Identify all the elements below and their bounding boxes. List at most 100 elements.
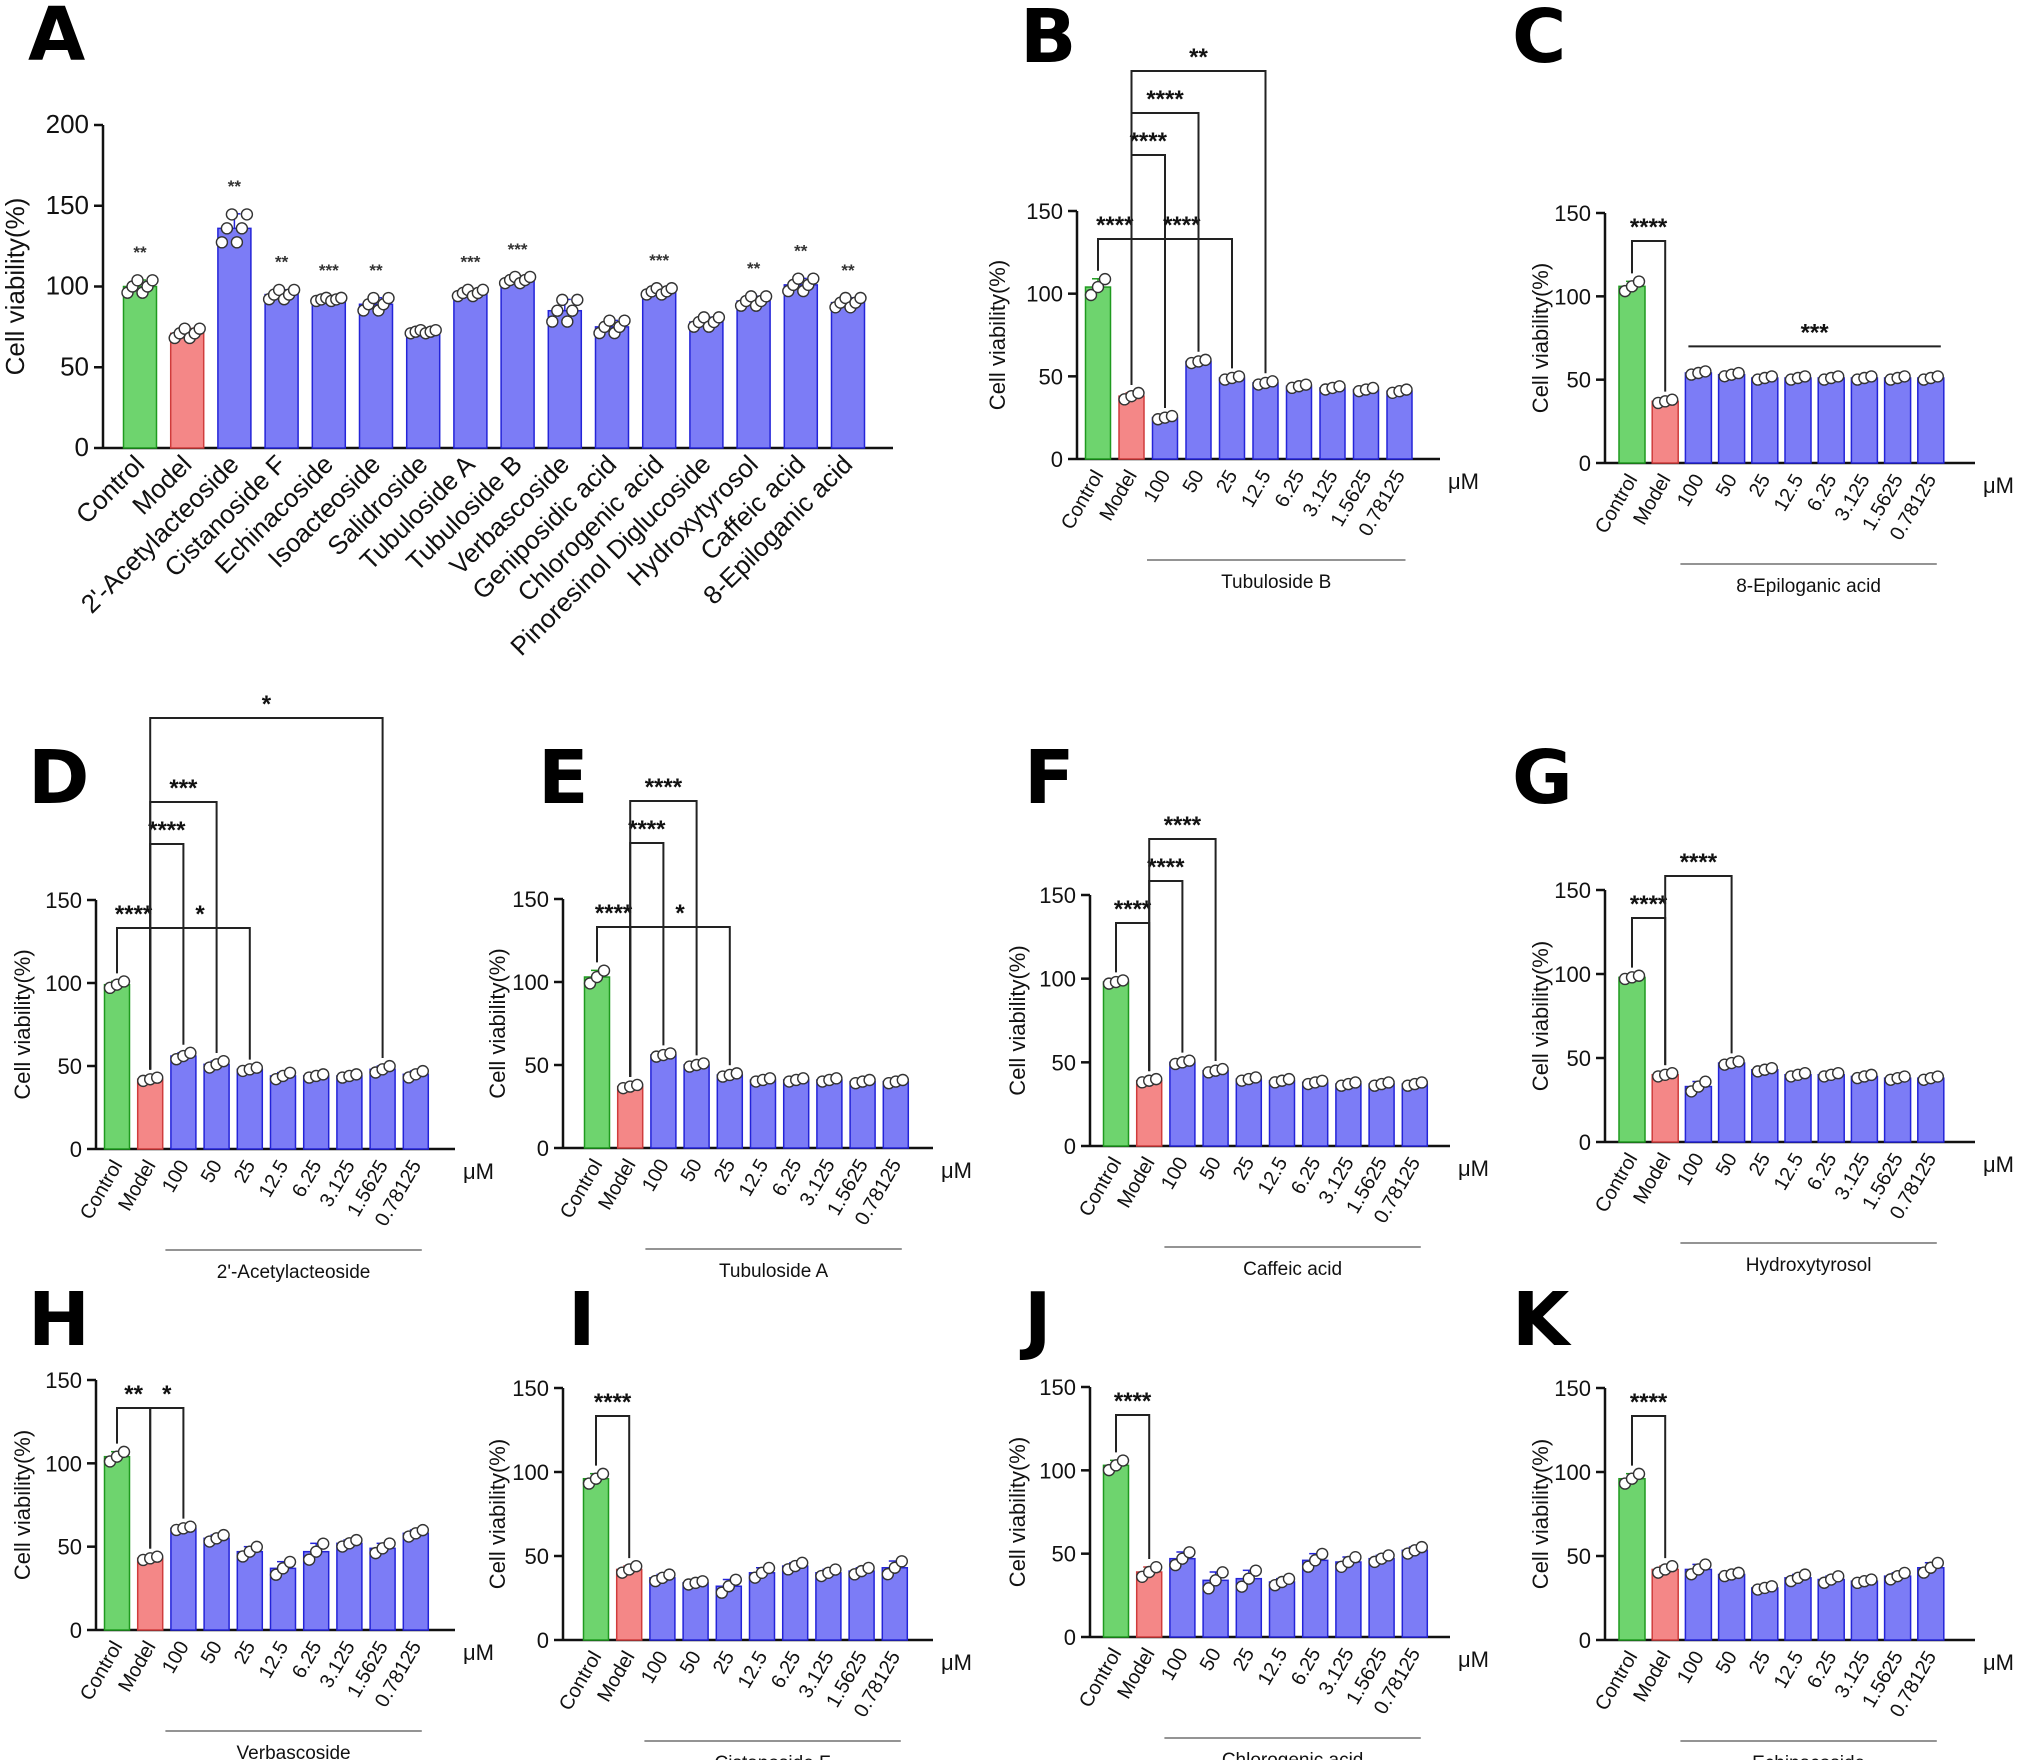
x-tick-label: 100 xyxy=(1157,1645,1193,1685)
y-tick-label: 200 xyxy=(46,109,89,139)
data-point xyxy=(1831,1570,1845,1583)
bar-100 xyxy=(170,1055,197,1150)
x-tick-label: Control xyxy=(556,1156,607,1223)
significance-label: ** xyxy=(124,1381,143,1408)
data-point xyxy=(631,1078,644,1092)
y-tick-label: 150 xyxy=(45,1368,82,1393)
bar-12-5 xyxy=(749,1079,777,1149)
data-point xyxy=(310,1545,323,1558)
bar-50 xyxy=(682,1582,709,1641)
x-tick-label: 100 xyxy=(1673,471,1709,511)
y-tick-label: 100 xyxy=(512,970,549,995)
data-point xyxy=(1242,1572,1256,1585)
comparison-bracket xyxy=(629,926,731,1077)
unit-label: μM xyxy=(463,1159,494,1184)
y-tick-label: 100 xyxy=(1554,962,1591,987)
panel-letter: A xyxy=(28,0,85,78)
data-point xyxy=(131,274,144,287)
data-point xyxy=(1632,1467,1646,1481)
data-point xyxy=(1765,1580,1779,1593)
y-tick-label: 50 xyxy=(1567,1046,1591,1071)
data-point xyxy=(1765,1061,1779,1075)
x-tick-label: 50 xyxy=(676,1648,706,1678)
unit-label: μM xyxy=(941,1650,972,1675)
compound-label: Tubuloside B xyxy=(1221,572,1331,593)
data-point xyxy=(546,315,559,328)
data-point xyxy=(1699,365,1712,378)
bar-control xyxy=(103,1455,131,1631)
bar-1-5625 xyxy=(1368,1083,1395,1147)
bar-25 xyxy=(1235,1078,1263,1147)
x-tick-label: 12.5 xyxy=(1237,467,1276,512)
significance-label: *** xyxy=(169,775,198,802)
y-axis-label: Cell viability(%) xyxy=(1528,263,1553,413)
bar-6-25 xyxy=(1301,1559,1329,1638)
bar-25 xyxy=(236,1068,264,1150)
data-point xyxy=(1235,1580,1249,1593)
significance-label: *** xyxy=(508,240,528,259)
significance-label: **** xyxy=(645,774,683,801)
y-tick-label: 0 xyxy=(1579,451,1591,476)
data-point xyxy=(1798,1066,1812,1080)
bar-pinoresinol-diglucoside xyxy=(689,321,724,449)
data-point xyxy=(630,1560,643,1573)
bar-12-5 xyxy=(1252,382,1279,460)
significance-label: **** xyxy=(1147,854,1185,881)
x-tick-label: 12.5 xyxy=(1770,1648,1809,1693)
bar-1-5625 xyxy=(1368,1557,1395,1638)
bar-0-78125 xyxy=(1386,390,1413,460)
data-point xyxy=(1299,378,1313,391)
x-tick-label: 25 xyxy=(1229,1645,1259,1675)
bar-3-125 xyxy=(1850,1075,1879,1143)
x-tick-label: 12.5 xyxy=(255,1638,294,1683)
compound-label: 2'-Acetylacteoside xyxy=(217,1262,371,1283)
data-point xyxy=(1098,272,1112,286)
x-tick-label: 12.5 xyxy=(735,1156,774,1201)
data-point xyxy=(1349,1076,1362,1089)
y-tick-label: 100 xyxy=(1554,1460,1591,1485)
bar-model xyxy=(136,1078,164,1150)
data-point xyxy=(896,1073,909,1087)
data-point xyxy=(1931,1070,1945,1083)
data-point xyxy=(1415,1076,1429,1089)
bar-0-78125 xyxy=(1401,1083,1429,1147)
data-point xyxy=(1898,370,1911,383)
data-point xyxy=(382,291,395,305)
bar-12-5 xyxy=(1268,1079,1296,1147)
unit-label: μM xyxy=(1458,1647,1489,1672)
significance-label: ** xyxy=(228,177,242,196)
unit-label: μM xyxy=(941,1158,972,1183)
y-axis-label: Cell viability(%) xyxy=(10,949,35,1099)
data-point xyxy=(744,290,758,303)
x-tick-label: Control xyxy=(76,1157,127,1224)
bar-echinacoside xyxy=(311,298,347,449)
comparison-bracket xyxy=(1631,1415,1667,1559)
y-tick-label: 150 xyxy=(46,190,89,220)
data-point xyxy=(1931,370,1945,383)
significance-label: * xyxy=(162,1381,172,1408)
bar-control xyxy=(1618,1477,1646,1641)
data-point xyxy=(729,1573,742,1586)
bar-model xyxy=(1135,1079,1163,1147)
data-point xyxy=(272,283,286,297)
y-tick-label: 150 xyxy=(1554,878,1591,903)
significance-label: **** xyxy=(1096,212,1134,239)
data-point xyxy=(287,283,301,297)
y-tick-label: 100 xyxy=(46,271,89,301)
panel-letter: G xyxy=(1512,735,1573,821)
data-point xyxy=(1798,370,1812,383)
data-point xyxy=(603,314,616,327)
y-axis-label: Cell viability(%) xyxy=(10,1430,35,1580)
comparison-bracket xyxy=(149,1407,185,1549)
bar-50 xyxy=(1202,1069,1229,1147)
comparison-bracket xyxy=(629,800,698,1077)
bar-3-125 xyxy=(336,1075,363,1150)
bar-100 xyxy=(1169,1061,1196,1147)
data-point xyxy=(895,1555,908,1568)
data-point xyxy=(597,964,611,977)
bar-3-125 xyxy=(1850,377,1879,464)
bar-1-5625 xyxy=(369,1068,396,1150)
bar-control xyxy=(122,285,158,449)
bar-1-5625 xyxy=(369,1547,396,1631)
